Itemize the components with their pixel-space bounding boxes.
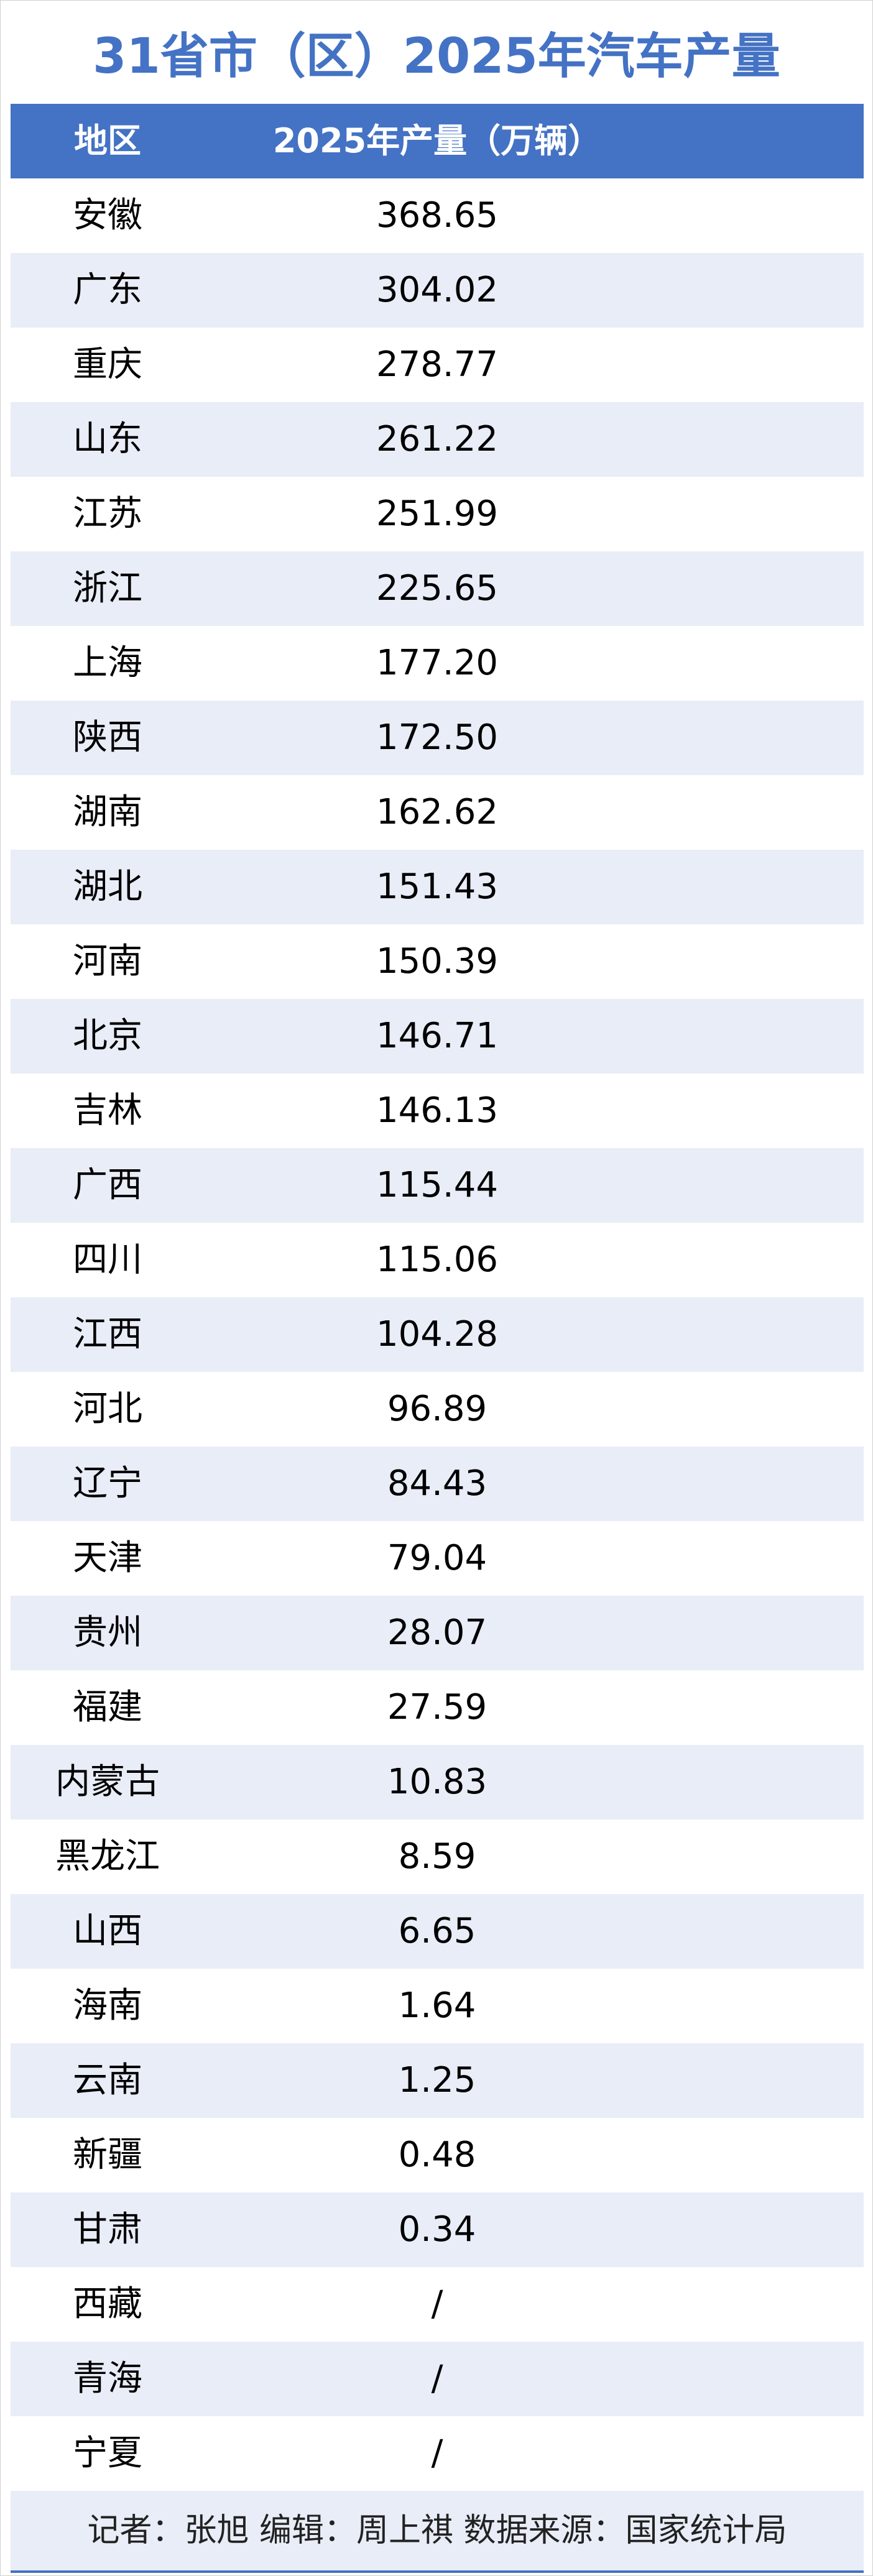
table-cell: 河北: [73, 1389, 142, 1429]
table-cell: 0.48: [398, 2135, 476, 2175]
table-cell: 115.44: [376, 1165, 498, 1205]
table-cell: 内蒙古: [55, 1762, 160, 1802]
footer: 记者：张旭 编辑：周上祺 数据来源：国家统计局: [11, 2491, 864, 2573]
table-cell: 151.43: [376, 867, 498, 907]
table-cell: 江苏: [73, 494, 142, 534]
table-cell: 146.13: [376, 1090, 498, 1131]
table-row: 新疆 0.48: [11, 2118, 864, 2192]
table-row: 云南 1.25: [11, 2043, 864, 2118]
table-cell: 115.06: [376, 1240, 498, 1280]
title: 31省市（区）2025年汽车产量: [93, 29, 780, 85]
table-cell: 重庆: [73, 344, 142, 385]
table-cell: 贵州: [73, 1612, 142, 1653]
table-cell: 177.20: [376, 643, 498, 683]
table-cell: 天津: [73, 1538, 142, 1578]
header-cell: 2025年产量（万辆）: [272, 121, 602, 160]
table-cell: /: [431, 2358, 443, 2399]
table-row: 江西 104.28: [11, 1297, 864, 1372]
table-row: 广东 304.02: [11, 253, 864, 328]
table-row: 黑龙江 8.59: [11, 1819, 864, 1894]
table-cell: 湖南: [73, 792, 142, 832]
table-cell: 27.59: [387, 1687, 487, 1727]
table-row: 青海 /: [11, 2342, 864, 2416]
table-row: 广西 115.44: [11, 1148, 864, 1223]
table-cell: /: [431, 2433, 443, 2473]
table-row: 江苏 251.99: [11, 477, 864, 551]
table-row: 湖南 162.62: [11, 775, 864, 850]
table-cell: 山东: [73, 419, 142, 459]
table-cell: 上海: [73, 643, 142, 683]
table-row: 山西 6.65: [11, 1894, 864, 1969]
table-cell: 甘肃: [73, 2209, 142, 2250]
table-row: 上海 177.20: [11, 626, 864, 701]
table-row: 湖北 151.43: [11, 850, 864, 924]
table-row: 辽宁 84.43: [11, 1447, 864, 1521]
table-cell: 10.83: [387, 1762, 487, 1802]
table-cell: 96.89: [387, 1389, 487, 1429]
table-cell: 宁夏: [73, 2433, 142, 2473]
table-row: 西藏 /: [11, 2267, 864, 2342]
table-cell: 6.65: [398, 1911, 476, 1951]
table-cell: /: [431, 2284, 443, 2324]
table-row: 甘肃 0.34: [11, 2192, 864, 2267]
table-header: 地区 2025年产量（万辆）: [11, 104, 864, 178]
table-row: 吉林 146.13: [11, 1074, 864, 1148]
table-cell: 1.25: [398, 2060, 476, 2100]
table-cell: 安徽: [73, 195, 142, 236]
table-cell: 广东: [73, 270, 142, 310]
table-cell: 0.34: [398, 2209, 476, 2250]
table-cell: 84.43: [387, 1463, 487, 1504]
table-row: 四川 115.06: [11, 1223, 864, 1297]
table-cell: 山西: [73, 1911, 142, 1951]
table-cell: 150.39: [376, 941, 498, 982]
table-cell: 青海: [73, 2358, 142, 2399]
table-cell: 172.50: [376, 717, 498, 758]
table-cell: 1.64: [398, 1985, 476, 2026]
table-cell: 湖北: [73, 867, 142, 907]
table-cell: 陕西: [73, 717, 142, 758]
table-cell: 新疆: [73, 2135, 142, 2175]
table-cell: 福建: [73, 1687, 142, 1727]
table-cell: 北京: [73, 1016, 142, 1056]
table-cell: 江西: [73, 1314, 142, 1355]
table-cell: 146.71: [376, 1016, 498, 1056]
table-cell: 261.22: [376, 419, 498, 459]
table-cell: 368.65: [376, 195, 498, 236]
table-row: 内蒙古 10.83: [11, 1745, 864, 1819]
table-row: 宁夏 /: [11, 2416, 864, 2491]
table-cell: 吉林: [73, 1090, 142, 1131]
header-cell: 地区: [74, 121, 141, 160]
table-row: 贵州 28.07: [11, 1596, 864, 1670]
table-cell: 辽宁: [73, 1463, 142, 1504]
table-row: 安徽 368.65: [11, 178, 864, 253]
table-cell: 104.28: [376, 1314, 498, 1355]
table-cell: 278.77: [376, 344, 498, 385]
table-cell: 浙江: [73, 568, 142, 609]
table-cell: 79.04: [387, 1538, 487, 1578]
table-cell: 162.62: [376, 792, 498, 832]
table-cell: 251.99: [376, 494, 498, 534]
table-row: 海南 1.64: [11, 1969, 864, 2043]
table-cell: 河南: [73, 941, 142, 982]
table-cell: 黑龙江: [55, 1836, 160, 1877]
table-cell: 海南: [73, 1985, 142, 2026]
table-row: 河南 150.39: [11, 924, 864, 999]
table-row: 重庆 278.77: [11, 328, 864, 402]
table-cell: 304.02: [376, 270, 498, 310]
table-cell: 云南: [73, 2060, 142, 2100]
table-cell: 225.65: [376, 568, 498, 609]
table-row: 天津 79.04: [11, 1521, 864, 1596]
table-row: 北京 146.71: [11, 999, 864, 1074]
table-row: 山东 261.22: [11, 402, 864, 477]
table-row: 福建 27.59: [11, 1670, 864, 1745]
table-cell: 8.59: [398, 1836, 476, 1877]
table-row: 陕西 172.50: [11, 701, 864, 775]
table-row: 河北 96.89: [11, 1372, 864, 1447]
table-cell: 广西: [73, 1165, 142, 1205]
table-cell: 四川: [73, 1240, 142, 1280]
table-cell: 28.07: [387, 1612, 487, 1653]
table-row: 浙江 225.65: [11, 551, 864, 626]
table-cell: 西藏: [73, 2284, 142, 2324]
